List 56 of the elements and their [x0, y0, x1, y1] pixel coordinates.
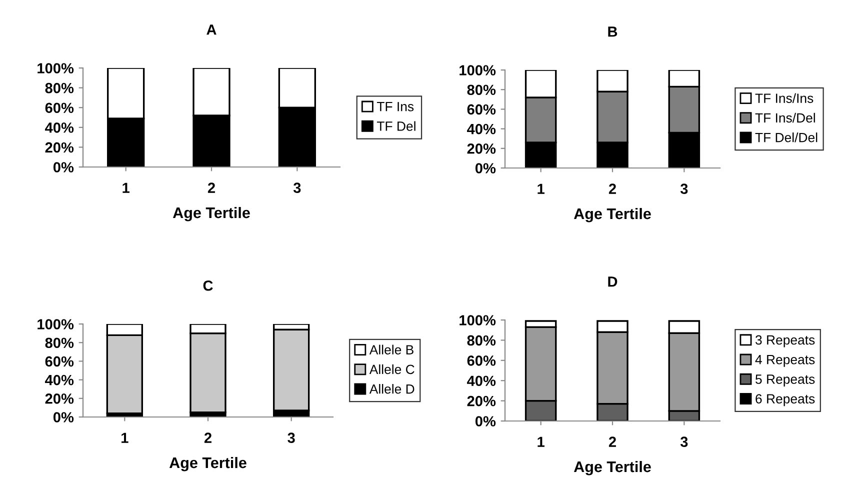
- y-tick-label: 20%: [467, 396, 496, 406]
- x-tick-label: 1: [122, 432, 128, 443]
- chart-title: D: [608, 276, 618, 287]
- y-tick-label: 20%: [45, 142, 74, 153]
- legend-label: 3 Repeats: [755, 335, 815, 348]
- x-axis-title: Age Tertile: [172, 206, 250, 222]
- y-tick-label: 80%: [45, 82, 74, 94]
- legend-label: TF Ins: [376, 102, 414, 112]
- y-tick-label: 100%: [460, 65, 496, 76]
- x-tick-label: 3: [680, 436, 688, 448]
- x-tick-label: 2: [608, 436, 616, 447]
- y-tick-label: 60%: [45, 356, 74, 367]
- y-tick-label: 100%: [38, 319, 74, 330]
- y-tick-label: 80%: [467, 84, 496, 96]
- y-tick-label: 60%: [467, 104, 496, 115]
- x-tick-label: 1: [538, 184, 544, 194]
- legend-label: TF Ins/Del: [755, 112, 815, 123]
- y-tick-label: 40%: [45, 374, 74, 386]
- x-tick-label: 1: [122, 182, 130, 193]
- y-tick-label: 100%: [460, 315, 496, 326]
- y-tick-label: 60%: [467, 356, 496, 366]
- x-tick-label: 3: [680, 184, 688, 194]
- legend-label: TF Del: [376, 121, 416, 131]
- y-tick-label: 40%: [467, 376, 496, 386]
- y-tick-label: 80%: [45, 338, 74, 348]
- y-tick-label: 0%: [475, 416, 496, 426]
- legend-label: TF Ins/Ins: [755, 93, 814, 103]
- chart-title: B: [608, 26, 618, 37]
- y-tick-label: 40%: [45, 122, 74, 133]
- x-axis-title: Age Tertile: [169, 456, 246, 472]
- y-tick-label: 0%: [475, 163, 496, 174]
- chart-title: C: [203, 280, 213, 291]
- y-tick-label: 80%: [467, 335, 496, 346]
- y-tick-label: 40%: [467, 124, 496, 134]
- x-axis-title: Age Tertile: [574, 460, 651, 476]
- chart-title: A: [206, 24, 216, 35]
- x-tick-label: 3: [288, 432, 295, 444]
- x-tick-label: 2: [208, 182, 215, 193]
- x-tick-label: 2: [204, 432, 212, 443]
- legend-label: 5 Repeats: [756, 374, 815, 386]
- y-tick-label: 20%: [467, 144, 496, 154]
- legend-label: Allele D: [369, 384, 414, 394]
- y-tick-label: 60%: [45, 102, 74, 114]
- legend-label: Allele C: [369, 364, 414, 374]
- y-tick-label: 0%: [53, 412, 74, 422]
- y-tick-label: 100%: [38, 63, 74, 74]
- y-tick-label: 20%: [45, 394, 74, 404]
- legend-label: TF Del/Del: [755, 132, 818, 142]
- legend-label: 6 Repeats: [756, 394, 815, 406]
- x-tick-label: 3: [293, 182, 301, 194]
- legend-label: Allele B: [369, 344, 414, 354]
- legend-label: 4 Repeats: [755, 355, 815, 367]
- x-axis-title: Age Tertile: [574, 208, 651, 222]
- x-tick-label: 1: [538, 436, 544, 447]
- x-tick-label: 2: [608, 184, 616, 194]
- y-tick-label: 0%: [53, 162, 74, 172]
